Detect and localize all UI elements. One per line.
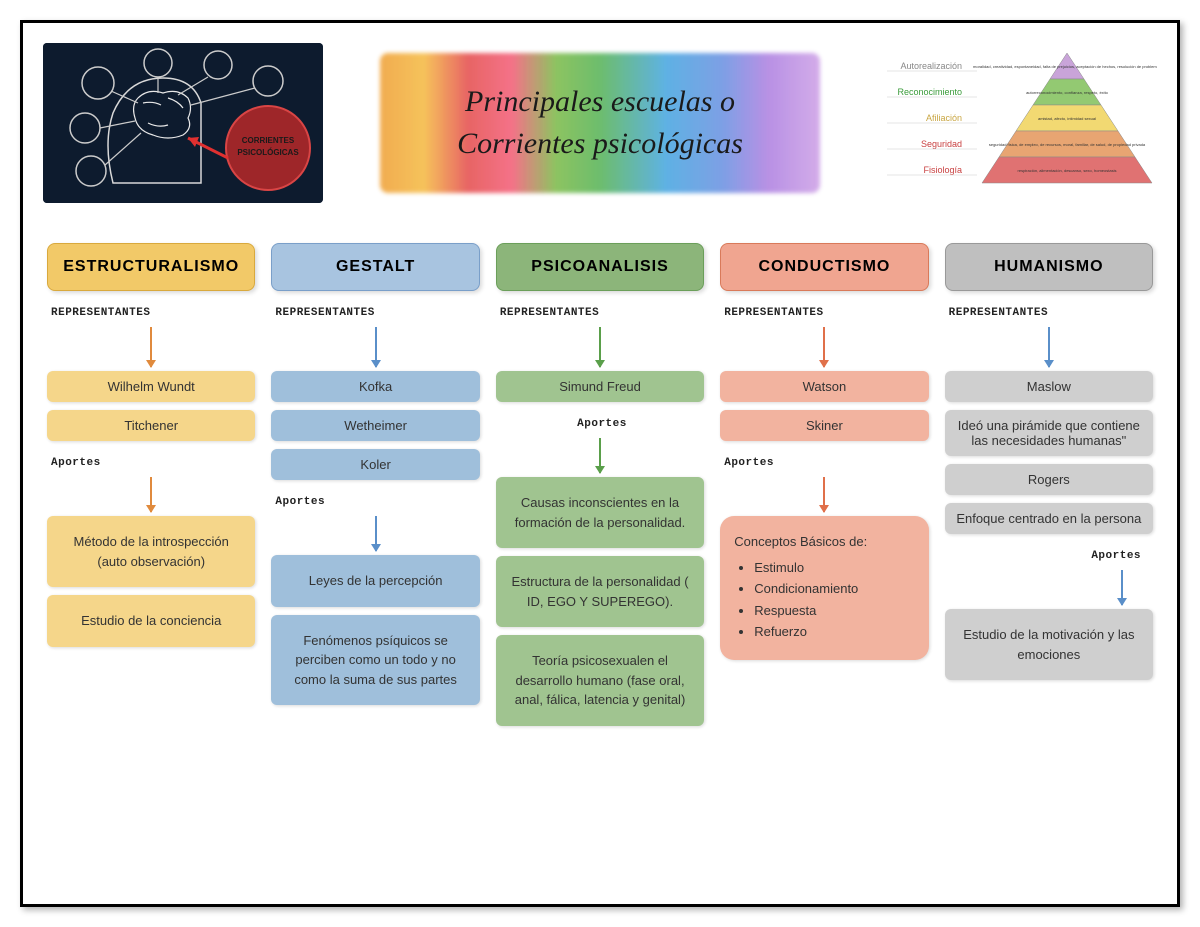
extra-box: Enfoque centrado en la persona [945,503,1153,534]
school-column-2: PSICOANALISIS REPRESENTANTES Simund Freud A… [496,243,704,734]
extra-box: Rogers [945,464,1153,495]
pyramid-label-1: Reconocimiento [897,87,962,97]
contribution-box: Fenómenos psíquicos se perciben como un … [271,615,479,706]
representative-box: Titchener [47,410,255,441]
arrow-icon [599,434,601,477]
representative-box: Simund Freud [496,371,704,402]
pyramid-level-text-4: respiración, alimentación, descanso, sex… [1018,168,1117,173]
arrowhead-icon [371,544,381,552]
pyramid-level-text-1: autorreconocimiento, confianza, respeto,… [1026,90,1109,95]
title-line-2: Corrientes psicológicas [457,127,743,160]
aportes-label: Aportes [724,457,774,469]
pyramid-level-text-0: moralidad, creatividad, espontaneidad, f… [973,64,1157,69]
pyramid-level-text-2: amistad, afecto, intimidad sexual [1038,116,1096,121]
representative-box: Wetheimer [271,410,479,441]
arrowhead-icon [146,505,156,513]
brain-label-2: PSICOLÓGICAS [237,148,299,157]
representantes-label: REPRESENTANTES [724,307,823,319]
contribution-box: Teoría psicosexualen el desarrollo human… [496,635,704,726]
arrow-icon [599,323,601,371]
arrowhead-icon [595,360,605,368]
contribution-box: Estudio de la conciencia [47,595,255,647]
school-header: HUMANISMO [945,243,1153,291]
contribution-box: Causas inconscientes en la formación de … [496,477,704,548]
arrow-icon [150,323,152,371]
arrowhead-icon [146,360,156,368]
aportes-label: Aportes [1091,550,1141,562]
maslow-pyramid: moralidad, creatividad, espontaneidad, f… [877,43,1157,193]
pyramid-label-0: Autorealización [900,61,962,71]
brain-illustration: CORRIENTES PSICOLÓGICAS [43,43,323,203]
arrowhead-icon [1117,598,1127,606]
brain-label-1: CORRIENTES [242,136,295,145]
pyramid-label-4: Fisiología [923,165,962,175]
arrowhead-icon [819,505,829,513]
contribution-box: Método de la introspección (auto observa… [47,516,255,587]
school-header: ESTRUCTURALISMO [47,243,255,291]
representative-box: Kofka [271,371,479,402]
representative-box: Skiner [720,410,928,441]
aportes-label: Aportes [51,457,101,469]
school-header: CONDUCTISMO [720,243,928,291]
representative-box: Wilhelm Wundt [47,371,255,402]
pyramid-label-2: Afiliación [926,113,962,123]
arrow-icon [375,323,377,371]
header-row: CORRIENTES PSICOLÓGICAS Principales escu… [43,43,1157,223]
extra-box: Ideó una pirámide que contiene las neces… [945,410,1153,456]
representantes-label: REPRESENTANTES [51,307,150,319]
contribution-box: Estructura de la personalidad ( ID, EGO … [496,556,704,627]
contribution-box: Leyes de la percepción [271,555,479,607]
title-line-1: Principales escuelas o [465,85,735,118]
representative-box: Watson [720,371,928,402]
contribution-box: Conceptos Básicos de: EstimuloCondicionam… [720,516,928,660]
representative-box: Maslow [945,371,1153,402]
arrow-icon [150,473,152,516]
arrowhead-icon [595,466,605,474]
representative-box: Koler [271,449,479,480]
arrow-icon [823,473,825,516]
arrow-icon [823,323,825,371]
school-column-1: GESTALT REPRESENTANTES Kofka Wetheimer Koler… [271,243,479,734]
aportes-label: Aportes [275,496,325,508]
arrow-icon [1048,323,1050,371]
schools-columns: ESTRUCTURALISMO REPRESENTANTES Wilhelm Wun… [43,243,1157,734]
contrib-title: Conceptos Básicos de: [734,532,914,552]
school-column-0: ESTRUCTURALISMO REPRESENTANTES Wilhelm Wun… [47,243,255,734]
school-column-4: HUMANISMO REPRESENTANTES Maslow Ideó una pi… [945,243,1153,734]
representantes-label: REPRESENTANTES [500,307,599,319]
school-header: PSICOANALISIS [496,243,704,291]
arrow-icon [1121,566,1123,609]
representantes-label: REPRESENTANTES [275,307,374,319]
aportes-label: Aportes [577,418,627,430]
title-block: Principales escuelas o Corrientes psicol… [380,53,820,193]
contrib-list-item: Refuerzo [754,622,914,642]
school-header: GESTALT [271,243,479,291]
representantes-label: REPRESENTANTES [949,307,1048,319]
contrib-list-item: Respuesta [754,601,914,621]
contrib-list-item: Estimulo [754,558,914,578]
arrowhead-icon [371,360,381,368]
contribution-box: Estudio de la motivación y las emociones [945,609,1153,680]
contrib-list-item: Condicionamiento [754,579,914,599]
contrib-list: EstimuloCondicionamientoRespuestaRefuerz… [734,558,914,642]
main-title: Principales escuelas o Corrientes psicol… [457,81,743,165]
diagram-page: CORRIENTES PSICOLÓGICAS Principales escu… [20,20,1180,907]
arrow-icon [375,512,377,555]
arrowhead-icon [819,360,829,368]
school-column-3: CONDUCTISMO REPRESENTANTES Watson Skiner Apo… [720,243,928,734]
pyramid-level-text-3: seguridad física, de empleo, de recursos… [989,142,1146,147]
arrowhead-icon [1044,360,1054,368]
pyramid-label-3: Seguridad [921,139,962,149]
